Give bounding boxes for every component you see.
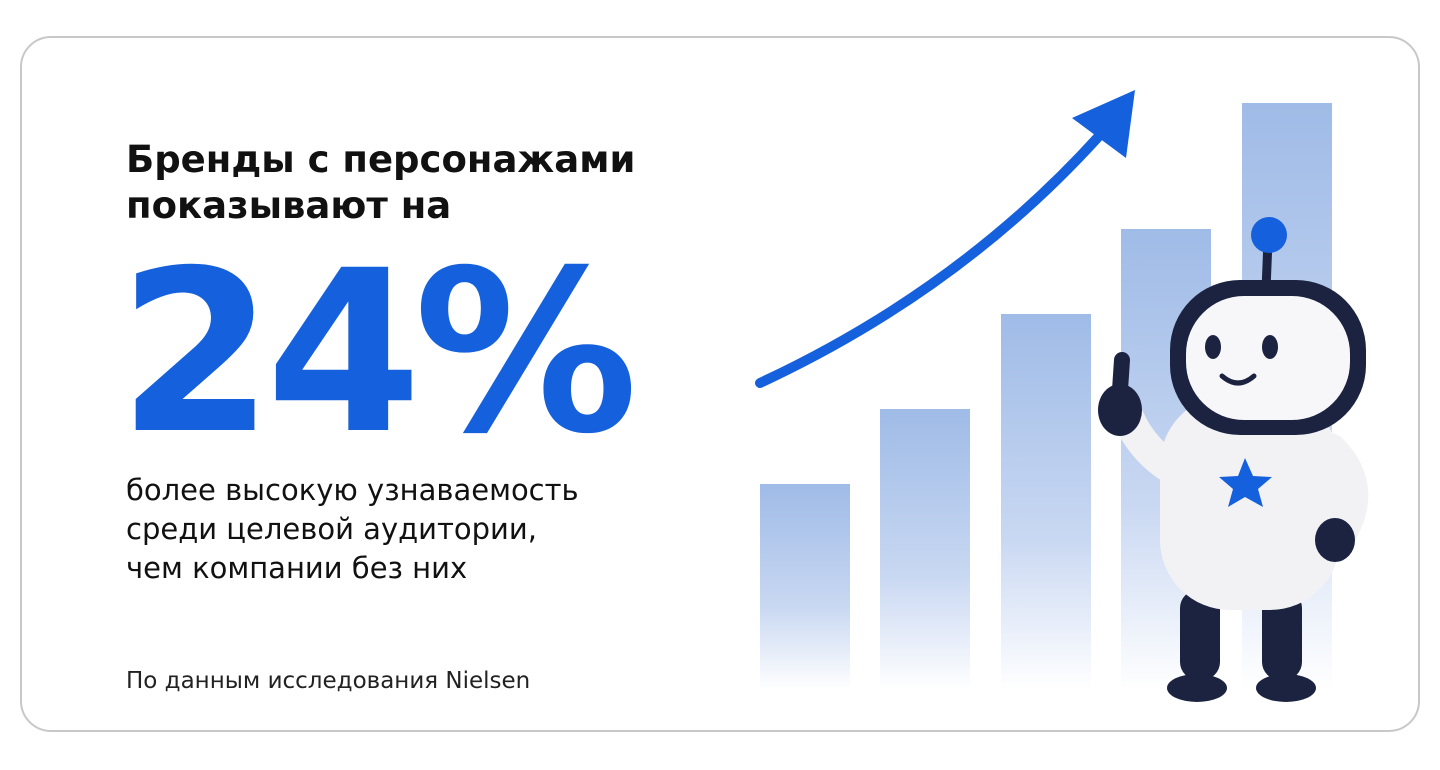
robot-mascot — [1098, 217, 1369, 702]
body-line: чем компании без них — [126, 551, 467, 585]
source: По данным исследования Nielsen — [126, 668, 530, 694]
growth-arrow — [755, 90, 1135, 388]
headline-line: показывают на — [126, 184, 451, 227]
headline-line: Бренды с персонажами — [126, 138, 635, 181]
highlight-number: 24% — [118, 222, 632, 483]
bar — [880, 409, 970, 690]
bar — [760, 484, 850, 690]
bar — [1001, 314, 1091, 690]
body-line: более высокую узнаваемость — [126, 473, 579, 507]
body-line: среди целевой аудитории, — [126, 512, 537, 546]
